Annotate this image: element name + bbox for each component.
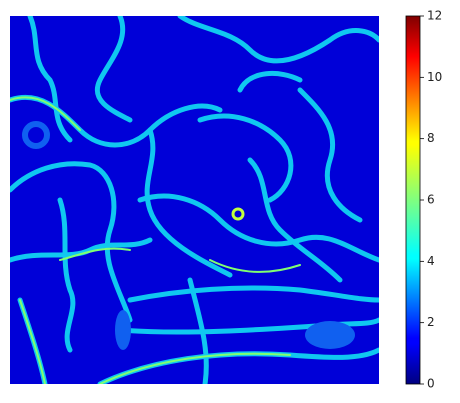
image (10, 16, 379, 384)
colorbar-tick-label: 10 (427, 70, 442, 84)
colorbar-tick-label: 8 (427, 131, 435, 145)
image-blob (22, 121, 50, 149)
image-blob (115, 310, 131, 350)
image-blob (231, 207, 245, 221)
colorbar-tick-label: 2 (427, 315, 435, 329)
colorbar-tick-label: 6 (427, 193, 435, 207)
colorbar: 0 2 4 6 8 10 12 (405, 9, 442, 391)
image-highlights (10, 96, 301, 384)
colorbar-tick-label: 4 (427, 254, 435, 268)
colorbar-gradient (405, 15, 421, 385)
colorbar-tick-label: 12 (427, 9, 442, 23)
image-blob (305, 321, 355, 349)
image-structure (10, 16, 379, 384)
colorbar-tick-label: 0 (427, 377, 435, 391)
